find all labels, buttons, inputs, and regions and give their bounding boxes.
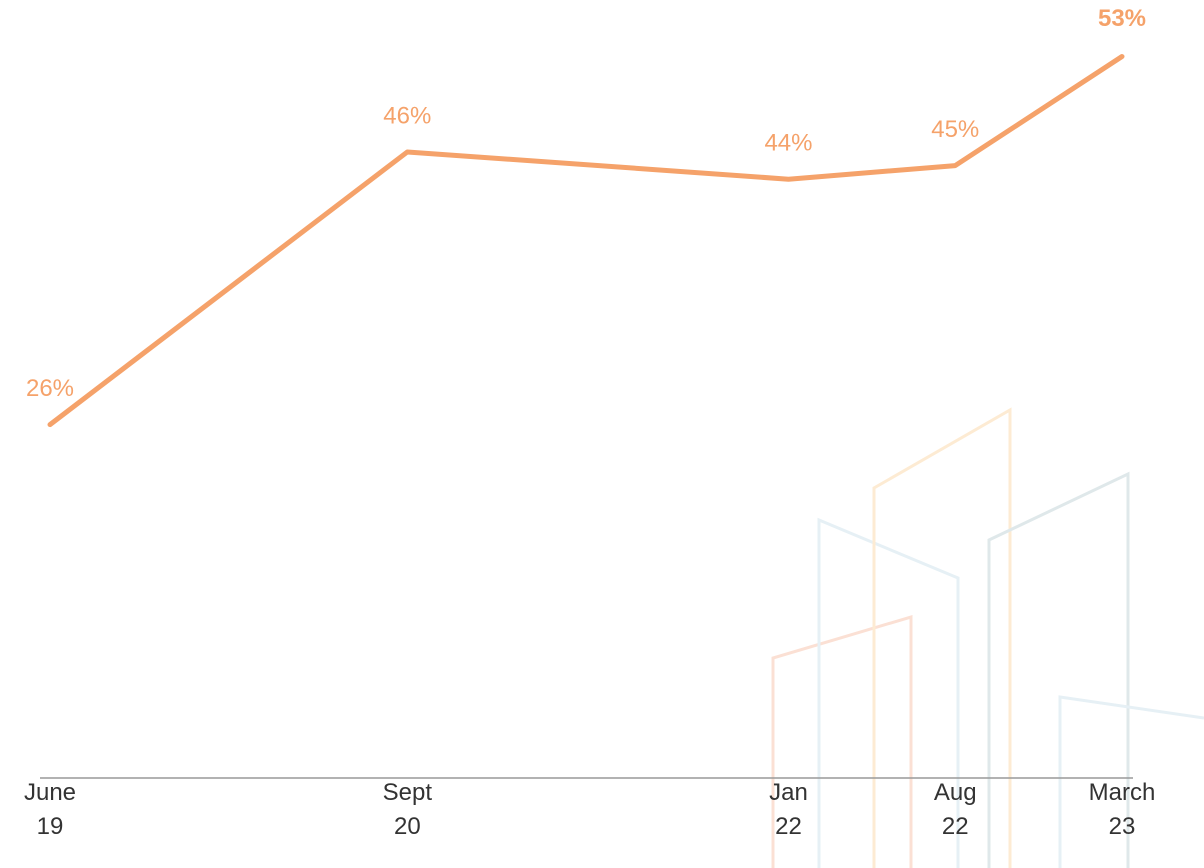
value-label: 44% [764, 130, 812, 157]
value-label: 53% [1098, 5, 1146, 32]
chart: 26% 46% 44% 45% 53% June 19 Sept 20 Jan 22 Aug … [0, 0, 1204, 868]
value-label: 45% [931, 116, 979, 143]
value-label: 26% [26, 375, 74, 402]
x-tick-label: March 23 [1082, 776, 1162, 844]
x-tick-label: Sept 20 [367, 776, 447, 844]
line [50, 57, 1122, 425]
chart-canvas: 26% 46% 44% 45% 53% [0, 0, 1204, 868]
x-tick-label: June 19 [10, 776, 90, 844]
x-tick-label: Jan 22 [748, 776, 828, 844]
x-tick-label: Aug 22 [915, 776, 995, 844]
value-label: 46% [383, 102, 431, 129]
